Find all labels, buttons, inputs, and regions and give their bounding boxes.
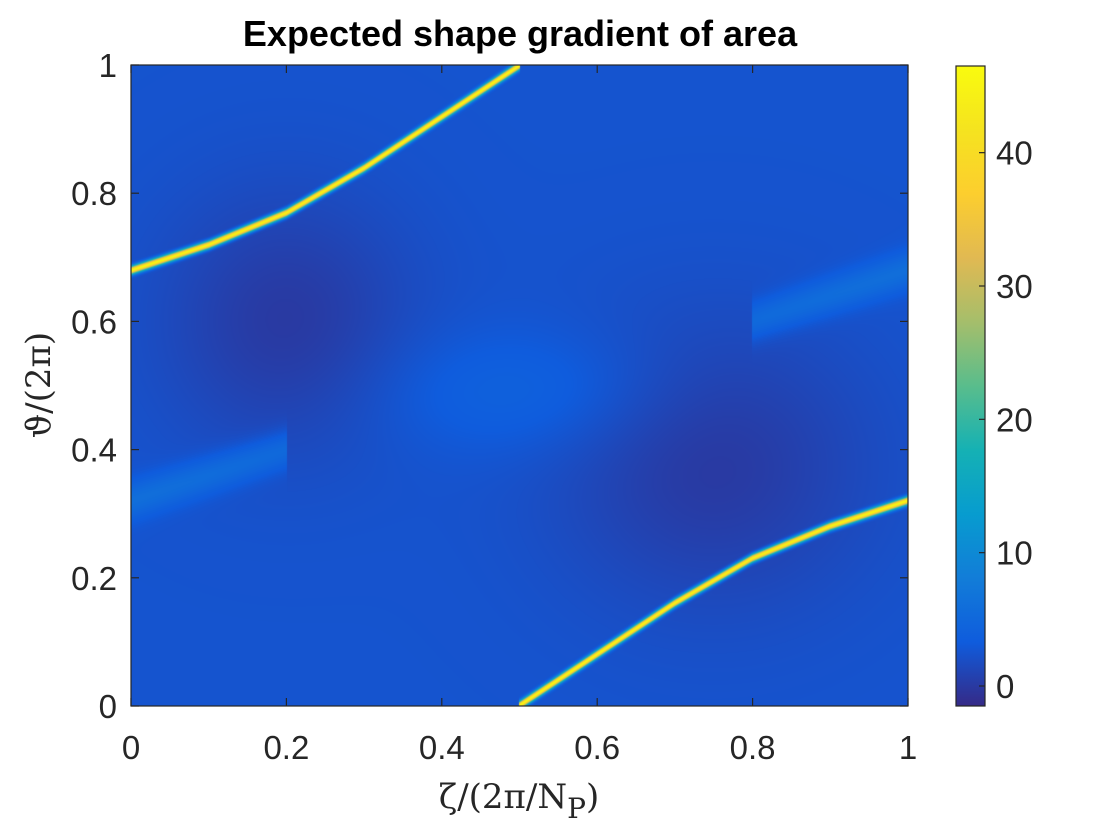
x-tick-label: 0.4 [419,729,465,766]
x-axis-label: ζ/(2π/NP) [439,777,599,825]
y-tick-label: 0.6 [71,303,117,340]
y-tick-label: 0 [99,688,117,725]
colorbar-tick-label: 40 [996,135,1033,172]
x-tick-label: 0.8 [730,729,776,766]
heatmap-canvas [131,65,908,706]
colorbar-tick-label: 10 [996,535,1033,572]
colorbar-tick-label: 30 [996,268,1033,305]
x-axis-ticks: 0 0.2 0.4 0.6 0.8 1 [122,65,917,766]
x-axis-label-main: ζ/(2π/N [439,777,567,817]
x-tick-label: 1 [899,729,917,766]
chart-title: Expected shape gradient of area [243,13,798,54]
x-tick-label: 0.2 [263,729,309,766]
x-axis-label-tail: ) [586,777,599,817]
y-tick-label: 1 [99,47,117,84]
colorbar [955,65,986,707]
y-tick-label: 0.2 [71,560,117,597]
x-tick-label: 0 [122,729,140,766]
y-axis-label: ϑ/(2π) [19,332,59,438]
x-tick-label: 0.6 [574,729,620,766]
colorbar-ticks: 0 10 20 30 40 [979,135,1033,705]
x-axis-label-subscript: P [567,792,586,825]
colorbar-tick-label: 0 [996,668,1014,705]
y-axis-ticks: 0 0.2 0.4 0.6 0.8 1 [71,47,908,725]
heatmap-area [131,65,908,706]
colorbar-tick-label: 20 [996,401,1033,438]
y-tick-label: 0.4 [71,432,117,469]
plot-frame [130,64,909,707]
y-tick-label: 0.8 [71,175,117,212]
